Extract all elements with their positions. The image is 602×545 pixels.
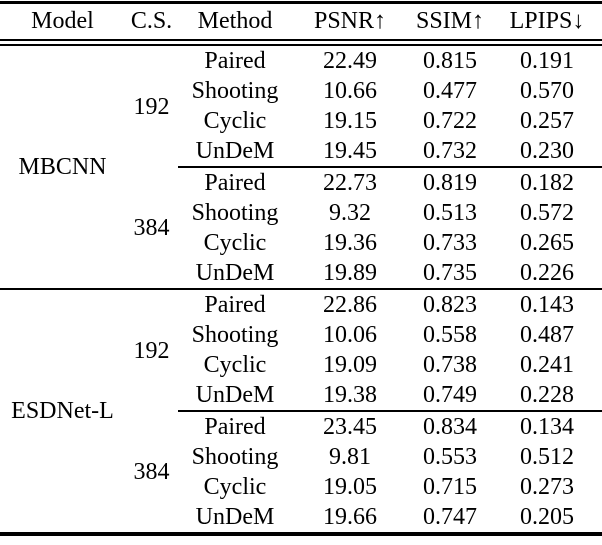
ssim-cell: 0.815 [423,48,477,74]
table-row: MBCNN 192 Paired 22.49 0.815 0.191 [0,43,602,180]
column-header-psnr: PSNR↑ [292,2,408,46]
table-row: Cyclic 19.15 0.722 0.257 [0,106,602,136]
psnr-cell: 23.45 [323,414,377,440]
lpips-cell: 0.487 [520,322,574,348]
psnr-cell: 19.38 [292,380,408,412]
table-row: 384 Paired 22.73 0.819 0.182 [0,167,602,241]
lpips-cell: 0.226 [520,260,574,286]
lpips-cell: 0.570 [520,78,574,104]
ssim-cell: 0.477 [423,78,477,104]
lpips-cell: 0.182 [520,170,574,196]
table-row: Cyclic 19.05 0.715 0.273 [0,472,602,502]
crop-size-cell: 384 [133,214,170,241]
crop-size-cell: 192 [133,337,170,364]
column-header-method: Method [178,2,292,46]
method-cell: Cyclic [203,108,267,134]
ssim-cell: 0.722 [423,108,477,134]
method-cell: Paired [204,292,266,318]
lpips-cell: 0.257 [520,108,574,134]
psnr-cell: 19.05 [323,474,377,500]
table-row: Shooting 10.06 0.558 0.487 [0,320,602,350]
method-cell: Shooting [191,78,279,104]
model-cell: MBCNN [18,154,107,180]
table-row: UnDeM 19.38 0.749 0.228 [0,380,602,412]
psnr-cell: 9.32 [329,200,371,226]
ssim-cell: 0.715 [423,474,477,500]
psnr-cell: 10.66 [323,78,377,104]
lpips-cell: 0.228 [492,380,602,412]
method-cell: UnDeM [178,380,292,412]
ssim-cell: 0.733 [423,230,477,256]
lpips-cell: 0.205 [520,504,574,530]
psnr-cell: 22.49 [323,48,377,74]
psnr-cell: 19.09 [323,352,377,378]
table-row: Shooting 10.66 0.477 0.570 [0,76,602,106]
method-cell: Cyclic [203,230,267,256]
psnr-cell: 19.66 [323,504,377,530]
lpips-cell: 0.265 [520,230,574,256]
model-cell: ESDNet-L [11,398,114,424]
lpips-cell: 0.273 [520,474,574,500]
table-row: UnDeM 19.89 0.735 0.226 [0,258,602,289]
ssim-cell: 0.513 [423,200,477,226]
psnr-cell: 19.36 [323,230,377,256]
table-row: ESDNet-L 192 Paired 22.86 0.823 0.143 [0,289,602,424]
ssim-cell: 0.553 [423,444,477,470]
ssim-cell: 0.735 [423,260,477,286]
lpips-cell: 0.191 [520,48,574,74]
ssim-cell: 0.834 [423,414,477,440]
psnr-cell: 9.81 [329,444,371,470]
method-cell: UnDeM [178,136,292,168]
crop-size-cell: 192 [133,93,170,120]
column-header-lpips: LPIPS↓ [492,2,602,46]
method-cell: UnDeM [195,504,275,530]
lpips-cell: 0.134 [520,414,574,440]
table-row: Cyclic 19.36 0.733 0.265 [0,228,602,258]
lpips-cell: 0.512 [520,444,574,470]
method-cell: Paired [204,48,266,74]
psnr-cell: 22.86 [323,292,377,318]
method-cell: Shooting [191,444,279,470]
ssim-cell: 0.819 [423,170,477,196]
psnr-cell: 19.15 [323,108,377,134]
method-cell: Cyclic [203,474,267,500]
ssim-cell: 0.823 [423,292,477,318]
table-row: Shooting 9.81 0.553 0.512 [0,442,602,472]
table-row: UnDeM 19.66 0.747 0.205 [0,502,602,534]
model-group-esdnet-l: ESDNet-L 192 Paired 22.86 0.823 0.143 Sh… [0,289,602,534]
method-cell: Shooting [191,200,279,226]
table-row: Shooting 9.32 0.513 0.572 [0,198,602,228]
ssim-cell: 0.749 [408,380,492,412]
table-header: Model C.S. Method PSNR↑ SSIM↑ LPIPS↓ [0,2,602,46]
header-row: Model C.S. Method PSNR↑ SSIM↑ LPIPS↓ [0,2,602,46]
ssim-cell: 0.558 [423,322,477,348]
method-cell: Shooting [191,322,279,348]
ssim-cell: 0.732 [408,136,492,168]
lpips-cell: 0.572 [520,200,574,226]
column-header-cs: C.S. [125,2,178,46]
column-header-model: Model [0,2,125,46]
lpips-cell: 0.143 [520,292,574,318]
lpips-cell: 0.230 [492,136,602,168]
model-group-mbcnn: MBCNN 192 Paired 22.49 0.815 0.191 Shoot… [0,43,602,289]
table-row: UnDeM 19.45 0.732 0.230 [0,136,602,168]
table-row: 384 Paired 23.45 0.834 0.134 [0,411,602,485]
crop-size-cell: 384 [133,458,170,485]
psnr-cell: 22.73 [323,170,377,196]
lpips-cell: 0.241 [520,352,574,378]
psnr-cell: 19.89 [323,260,377,286]
column-header-ssim: SSIM↑ [408,2,492,46]
method-cell: UnDeM [195,260,275,286]
ssim-cell: 0.738 [423,352,477,378]
method-cell: Paired [204,414,266,440]
method-cell: Paired [204,170,266,196]
table-row: Cyclic 19.09 0.738 0.241 [0,350,602,380]
psnr-cell: 19.45 [292,136,408,168]
ssim-cell: 0.747 [423,504,477,530]
psnr-cell: 10.06 [323,322,377,348]
method-cell: Cyclic [203,352,267,378]
